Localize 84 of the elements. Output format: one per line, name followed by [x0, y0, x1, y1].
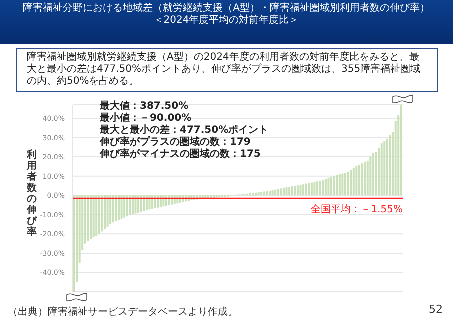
bar — [375, 152, 378, 196]
bar — [87, 196, 90, 242]
bar — [316, 182, 319, 196]
bar — [138, 196, 140, 213]
text: （出典）障害福祉サービスデータベースより作成。 — [8, 306, 238, 319]
bar — [344, 173, 346, 196]
bar — [106, 196, 109, 227]
bar — [96, 196, 98, 236]
bar — [258, 192, 260, 196]
bar — [255, 192, 258, 196]
bar — [115, 196, 118, 222]
bar — [120, 196, 123, 219]
bar — [333, 176, 336, 196]
bar — [101, 196, 104, 232]
bar — [364, 162, 366, 196]
bar — [143, 196, 146, 212]
annotation: 最大値：387.50% — [100, 101, 190, 112]
bar — [322, 180, 324, 196]
bar — [92, 196, 95, 238]
bar — [104, 196, 106, 230]
annotation: 伸び率がプラスの圏域の数：179 — [100, 137, 252, 148]
chart-title: 障害福祉分野における地域差（就労継続支援（A型）・障害福祉圏域別利用者数の伸び率） — [22, 3, 431, 14]
chart-subtitle: ＜2024年度平均の対前年度比＞ — [152, 15, 300, 27]
bar — [124, 196, 126, 218]
bar — [356, 166, 358, 196]
annotation: 伸び率がマイナスの圏域の数：175 — [100, 149, 262, 161]
bar — [389, 135, 392, 196]
bar — [272, 190, 274, 196]
ref-line-label: 全国平均：－1.55% — [311, 204, 403, 216]
bar — [110, 196, 112, 224]
bar — [380, 144, 383, 196]
text: 52 — [429, 303, 443, 316]
bar — [330, 176, 333, 196]
bar — [305, 184, 308, 196]
bar — [314, 182, 316, 196]
bar — [288, 187, 291, 196]
bar — [361, 164, 364, 196]
bar — [300, 185, 302, 196]
text: 障害福祉圏域別就労継続支援（A型）の2024年度の利用者数の対前年度比をみると、最大と最小の差は477.50%ポイントあり、伸び率がプラスの圏域数は、355障害福祉圏域の内、約50%を占める。 — [16, 48, 438, 92]
bar — [291, 186, 294, 196]
bar — [140, 196, 142, 212]
bar — [90, 196, 92, 240]
bar — [338, 174, 341, 196]
bar — [366, 160, 369, 196]
annotation: 最大と最小の差：477.50%ポイント — [100, 125, 269, 136]
bar — [263, 192, 266, 196]
bar — [282, 188, 285, 196]
bar — [98, 196, 100, 234]
bar — [302, 184, 305, 196]
bar — [342, 174, 344, 196]
bar — [386, 138, 388, 196]
bar — [274, 190, 277, 196]
y-axis-title: 利用者数の伸び率 — [26, 150, 38, 238]
bar — [280, 188, 282, 196]
bar — [350, 170, 352, 196]
bar — [336, 175, 338, 196]
bar — [296, 186, 299, 196]
annotation: 最小値：－90.00% — [100, 113, 193, 124]
bar — [328, 178, 330, 196]
bar — [266, 191, 268, 196]
bar — [249, 193, 252, 196]
bar — [319, 180, 322, 196]
bar — [132, 196, 134, 214]
bar — [310, 182, 313, 196]
bar — [384, 141, 386, 196]
bar — [112, 196, 114, 223]
bar — [372, 153, 374, 196]
bar — [324, 179, 327, 196]
bar — [118, 196, 120, 220]
bar — [260, 192, 263, 196]
bar — [126, 196, 128, 217]
bar — [347, 172, 350, 196]
bar — [129, 196, 132, 216]
bar — [134, 196, 137, 214]
bar — [286, 188, 288, 196]
bar — [294, 186, 296, 196]
bar — [268, 190, 271, 196]
bar — [213, 196, 216, 198]
bar — [352, 168, 355, 196]
bar — [358, 164, 360, 196]
bar — [400, 105, 402, 196]
bar — [308, 183, 310, 196]
bar — [277, 189, 280, 196]
bar — [370, 156, 372, 196]
